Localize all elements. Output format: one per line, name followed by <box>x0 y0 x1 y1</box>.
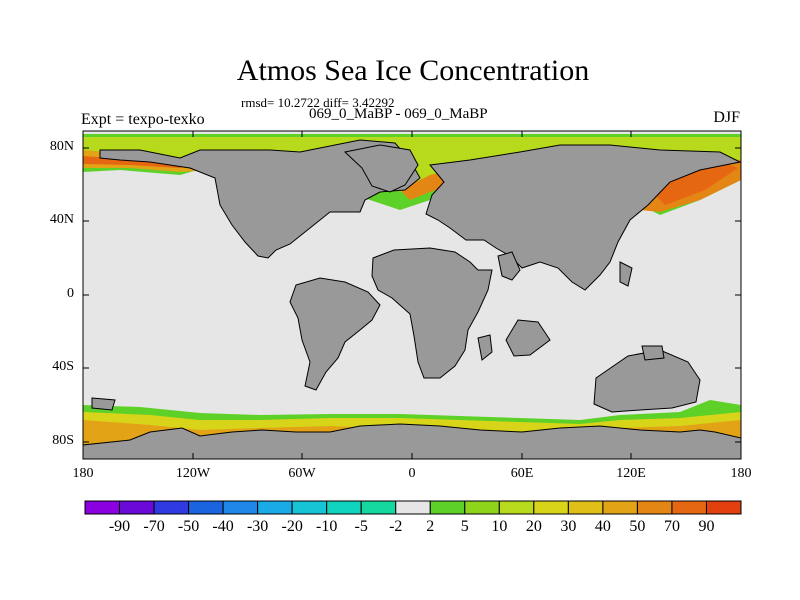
colorbar-label: -50 <box>177 518 200 535</box>
land-new-guinea <box>641 345 665 361</box>
y-tick-40s: 40S <box>52 359 74 374</box>
colorbar-swatch <box>498 500 535 515</box>
land-south-america <box>289 277 381 391</box>
chart-subtitle: 069_0_MaBP - 069_0_MaBP <box>309 106 488 122</box>
y-tick-40n: 40N <box>49 212 74 227</box>
colorbar-label: -5 <box>354 518 368 535</box>
colorbar-swatch <box>395 500 431 515</box>
colorbar-swatch <box>567 500 604 515</box>
x-tick-60w: 60W <box>288 466 316 481</box>
colorbar-swatch <box>464 500 500 515</box>
colorbar-label: -90 <box>108 518 131 535</box>
colorbar-swatch <box>153 500 190 515</box>
x-tick-180e: 180 <box>730 466 752 481</box>
land-antarctic-peninsula <box>91 397 116 411</box>
x-tick-60e: 60E <box>510 466 534 481</box>
colorbar-label: -70 <box>143 518 165 535</box>
land-masses <box>82 139 742 460</box>
x-tick-0: 0 <box>408 466 416 481</box>
colorbar-label: -40 <box>212 518 234 535</box>
colorbar-label: 5 <box>460 518 469 535</box>
colorbar-label: 2 <box>426 518 435 535</box>
colorbar-label: -20 <box>281 518 303 535</box>
colorbar-label: -10 <box>316 518 338 535</box>
colorbar-swatch <box>119 500 155 515</box>
colorbar-label: 10 <box>491 518 508 535</box>
colorbar-label: 40 <box>594 518 611 535</box>
colorbar-swatch <box>671 500 707 515</box>
colorbar-swatch <box>533 500 569 515</box>
experiment-label: Expt = texpo-texko <box>81 111 205 128</box>
land-japan <box>619 261 633 287</box>
colorbar-label: 20 <box>525 518 542 535</box>
land-eurasia <box>425 144 742 291</box>
colorbar <box>84 500 742 515</box>
land-maritime-continent <box>505 319 551 357</box>
colorbar-swatch <box>705 500 742 515</box>
colorbar-label: -30 <box>246 518 269 535</box>
colorbar-swatch <box>602 500 638 515</box>
y-tick-0: 0 <box>67 286 74 301</box>
chart-title: Atmos Sea Ice Concentration <box>236 54 590 87</box>
colorbar-swatch <box>257 500 293 515</box>
colorbar-swatch <box>360 500 397 515</box>
land-madagascar <box>477 334 493 361</box>
colorbar-swatch <box>188 500 224 515</box>
colorbar-label: 90 <box>698 518 715 535</box>
colorbar-swatch <box>636 500 673 515</box>
x-tick-180w: 180 <box>72 466 94 481</box>
y-tick-80n: 80N <box>49 139 74 154</box>
land-greenland <box>343 144 419 193</box>
land-antarctica <box>82 423 742 460</box>
land-india-arabia <box>497 251 521 281</box>
colorbar-swatch <box>84 500 121 515</box>
y-tick-80s: 80S <box>52 433 74 448</box>
colorbar-swatch <box>291 500 328 515</box>
colorbar-swatch <box>429 500 466 515</box>
colorbar-label: 50 <box>629 518 646 535</box>
axis-ticks <box>82 131 742 459</box>
stats-line: rmsd= 10.2722 diff= 3.42292 <box>241 95 395 110</box>
season-label: DJF <box>713 109 740 126</box>
x-tick-120w: 120W <box>175 466 211 481</box>
colorbar-label: 30 <box>560 518 577 535</box>
okhotsk-ice-core <box>650 163 738 205</box>
colorbar-label: 70 <box>663 518 680 535</box>
land-north-america <box>99 139 421 259</box>
x-tick-120e: 120E <box>616 466 646 481</box>
colorbar-swatch <box>326 500 362 515</box>
colorbar-swatch <box>222 500 259 515</box>
land-africa <box>371 247 493 379</box>
colorbar-label: -2 <box>389 518 403 535</box>
